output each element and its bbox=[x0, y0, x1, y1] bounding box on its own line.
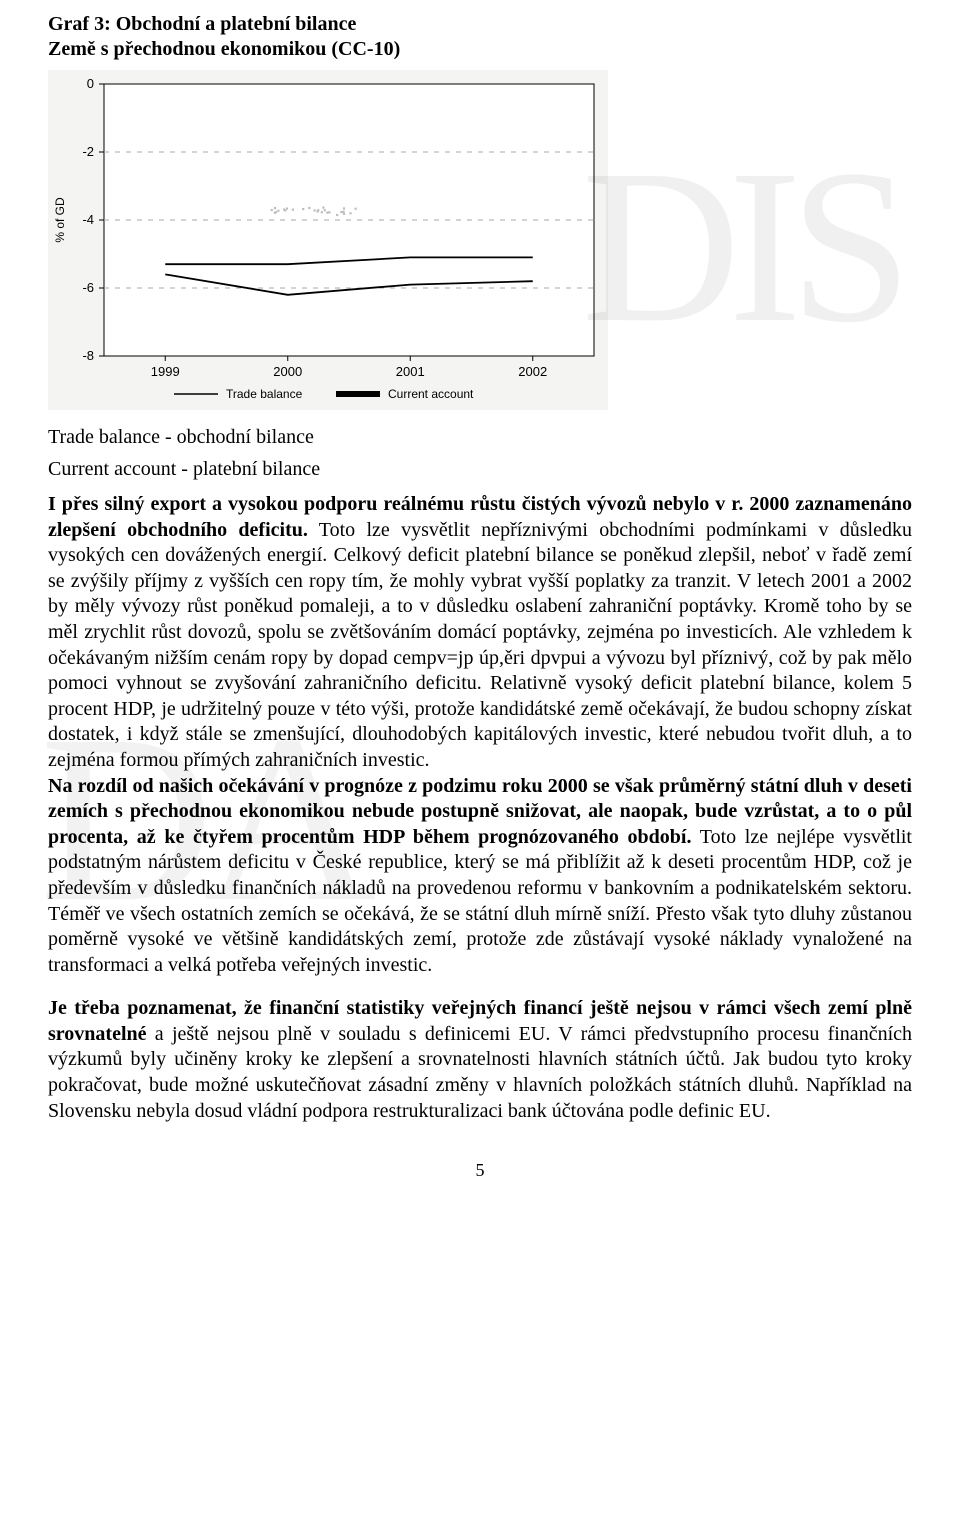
svg-text:% of GD: % of GD bbox=[53, 197, 67, 243]
chart-container: 0 -2 -4 -6 -8 1999 2000 2001 2002 % of GD Trade ba… bbox=[48, 70, 912, 410]
para1-rest: Toto lze vysvětlit nepříznivými obchodní… bbox=[48, 519, 912, 771]
chart-title-line2: Země s přechodnou ekonomikou (CC-10) bbox=[48, 37, 912, 62]
svg-text:-4: -4 bbox=[82, 212, 94, 227]
page: DIS DA Graf 3: Obchodní a platební bilan… bbox=[0, 0, 960, 1221]
svg-text:Current account: Current account bbox=[388, 387, 474, 401]
trade-balance-chart: 0 -2 -4 -6 -8 1999 2000 2001 2002 % of GD Trade ba… bbox=[48, 70, 608, 410]
paragraph-3: Je třeba poznamenat, že finanční statist… bbox=[48, 996, 912, 1124]
svg-text:-6: -6 bbox=[82, 280, 94, 295]
chart-title-line1: Graf 3: Obchodní a platební bilance bbox=[48, 12, 912, 37]
legend-caption-2: Current account - platební bilance bbox=[48, 456, 912, 482]
svg-text:Trade balance: Trade balance bbox=[226, 387, 303, 401]
svg-text:1999: 1999 bbox=[151, 364, 180, 379]
legend-caption-1: Trade balance - obchodní bilance bbox=[48, 424, 912, 450]
svg-text:2001: 2001 bbox=[396, 364, 425, 379]
svg-text:0: 0 bbox=[87, 76, 94, 91]
para2-rest: Toto lze nejlépe vysvětlit podstatným ná… bbox=[48, 826, 912, 976]
svg-text:-2: -2 bbox=[82, 144, 94, 159]
svg-text:2002: 2002 bbox=[518, 364, 547, 379]
svg-text:-8: -8 bbox=[82, 348, 94, 363]
page-number: 5 bbox=[48, 1160, 912, 1181]
paragraph-1: I přes silný export a vysokou podporu re… bbox=[48, 492, 912, 978]
svg-text:2000: 2000 bbox=[273, 364, 302, 379]
para3-rest: a ještě nejsou plně v souladu s definice… bbox=[48, 1023, 912, 1122]
